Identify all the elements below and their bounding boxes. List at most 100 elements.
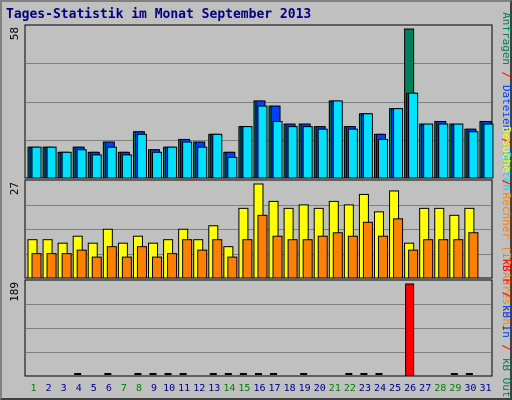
bar-rechner-day-13 xyxy=(212,239,223,279)
bar-rechner-day-21 xyxy=(332,232,343,279)
day-label-2: 2 xyxy=(46,383,52,394)
day-label-15: 15 xyxy=(238,383,250,394)
bar-rechner-day-10 xyxy=(167,253,178,279)
bar-rechner-day-30 xyxy=(468,232,479,279)
bar-seiten-day-7 xyxy=(121,154,132,179)
day-label-28: 28 xyxy=(434,383,446,394)
day-label-16: 16 xyxy=(253,383,265,394)
bar-kbf-day-16 xyxy=(254,373,262,375)
bar-rechner-day-14 xyxy=(227,256,238,279)
scale-label-180: 27 xyxy=(8,182,21,195)
day-label-3: 3 xyxy=(61,383,67,394)
bar-kbf-day-15 xyxy=(239,373,247,375)
bar-rechner-day-26 xyxy=(408,249,419,279)
bar-kbf-day-9 xyxy=(149,373,157,375)
day-label-20: 20 xyxy=(314,383,326,394)
legend-part: Seiten xyxy=(500,151,512,191)
day-label-31: 31 xyxy=(479,383,491,394)
legend-part: Anfragen xyxy=(500,12,512,65)
bar-seiten-day-17 xyxy=(272,120,283,179)
day-label-26: 26 xyxy=(404,383,416,394)
bar-seiten-day-11 xyxy=(182,141,193,179)
bar-kbf-day-19 xyxy=(300,373,308,375)
bar-kbf-day-17 xyxy=(270,373,278,375)
bar-kbf-day-14 xyxy=(224,373,232,375)
day-label-14: 14 xyxy=(223,383,235,394)
bar-seiten-day-4 xyxy=(76,149,87,179)
bar-seiten-day-18 xyxy=(287,126,298,179)
bar-seiten-day-20 xyxy=(317,128,328,179)
bar-rechner-day-22 xyxy=(347,235,358,279)
legend-label-middle: Besuche / Rechner (IP-Adressen) xyxy=(500,126,512,331)
bar-seiten-day-2 xyxy=(46,146,57,179)
day-label-27: 27 xyxy=(419,383,431,394)
bar-seiten-day-3 xyxy=(61,151,72,179)
bar-rechner-day-8 xyxy=(136,246,147,279)
day-label-30: 30 xyxy=(464,383,476,394)
bar-rechner-day-17 xyxy=(272,235,283,279)
bar-kbf-day-10 xyxy=(164,373,172,375)
bar-seiten-day-9 xyxy=(152,151,163,179)
day-label-1: 1 xyxy=(31,383,37,394)
bar-seiten-day-21 xyxy=(332,100,343,179)
legend-part: / xyxy=(500,173,512,193)
bar-seiten-day-27 xyxy=(423,123,434,179)
bar-seiten-day-24 xyxy=(377,138,388,179)
legend-part: kB F xyxy=(500,258,512,285)
bar-seiten-day-5 xyxy=(91,154,102,179)
bar-kbf-day-6 xyxy=(104,373,112,375)
bar-kbf-day-23 xyxy=(360,373,368,375)
bar-rechner-day-23 xyxy=(362,221,373,279)
bar-rechner-day-7 xyxy=(121,256,132,279)
bar-rechner-day-5 xyxy=(91,256,102,279)
day-label-6: 6 xyxy=(106,383,112,394)
day-label-8: 8 xyxy=(136,383,142,394)
day-label-9: 9 xyxy=(151,383,157,394)
legend-part: / xyxy=(500,285,512,305)
bar-seiten-day-25 xyxy=(393,108,404,179)
bar-rechner-day-9 xyxy=(152,256,163,279)
bar-rechner-day-27 xyxy=(423,239,434,279)
bar-rechner-day-1 xyxy=(31,253,42,279)
bar-seiten-day-23 xyxy=(362,113,373,179)
bar-rechner-day-16 xyxy=(257,214,268,279)
bar-kbf-day-26 xyxy=(405,283,415,377)
scale-label-25: 58 xyxy=(8,27,21,40)
bar-seiten-day-26 xyxy=(408,92,419,179)
bar-seiten-day-19 xyxy=(302,126,313,179)
bar-kbf-day-29 xyxy=(450,373,458,375)
day-label-12: 12 xyxy=(193,383,205,394)
bar-seiten-day-31 xyxy=(483,123,494,179)
bar-seiten-day-28 xyxy=(438,123,449,179)
day-label-5: 5 xyxy=(91,383,97,394)
bar-kbf-day-22 xyxy=(345,373,353,375)
bar-seiten-day-29 xyxy=(453,123,464,179)
legend-part: kB In xyxy=(500,305,512,338)
bar-kbf-day-8 xyxy=(134,373,142,375)
day-label-13: 13 xyxy=(208,383,220,394)
day-label-25: 25 xyxy=(389,383,401,394)
bar-seiten-day-6 xyxy=(106,146,117,179)
day-label-18: 18 xyxy=(284,383,296,394)
day-label-22: 22 xyxy=(344,383,356,394)
bar-kbf-day-13 xyxy=(209,373,217,375)
bar-rechner-day-15 xyxy=(242,239,253,279)
bar-seiten-day-13 xyxy=(212,133,223,179)
day-label-29: 29 xyxy=(449,383,461,394)
bar-seiten-day-15 xyxy=(242,126,253,179)
day-label-23: 23 xyxy=(359,383,371,394)
bar-rechner-day-29 xyxy=(453,239,464,279)
bar-rechner-day-28 xyxy=(438,239,449,279)
bar-seiten-day-8 xyxy=(136,133,147,179)
day-label-7: 7 xyxy=(121,383,127,394)
bar-kbf-day-11 xyxy=(179,373,187,375)
legend-part: Dateien xyxy=(500,85,512,131)
bar-rechner-day-12 xyxy=(197,249,208,279)
legend-part: / xyxy=(500,65,512,85)
bar-seiten-day-1 xyxy=(31,146,42,179)
bar-rechner-day-6 xyxy=(106,246,117,279)
bar-rechner-day-2 xyxy=(46,253,57,279)
legend-part: Rechner (IP-Adressen) xyxy=(500,193,512,332)
legend-label-top: Anfragen / Dateien / Seiten xyxy=(500,12,512,191)
